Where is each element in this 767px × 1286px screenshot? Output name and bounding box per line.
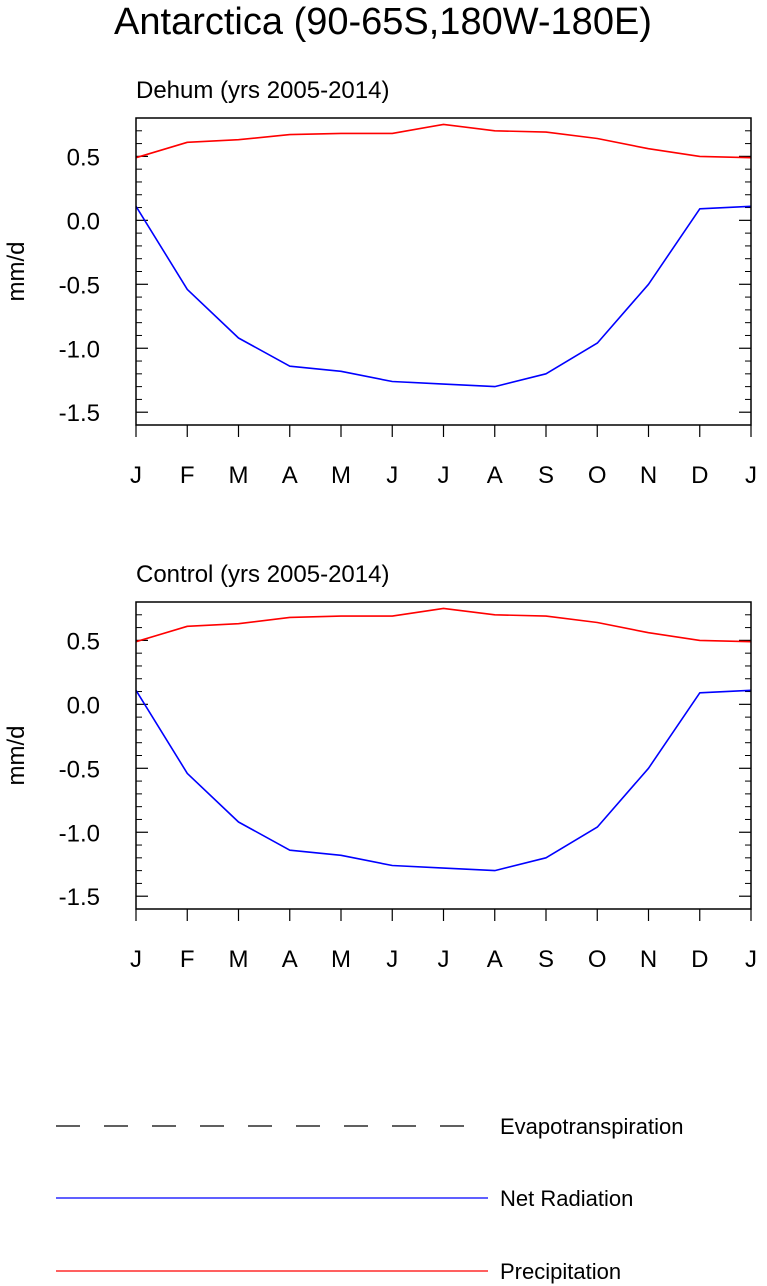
x-tick-label: M [331,946,351,973]
x-tick-label: M [331,462,351,489]
x-tick-label: S [538,462,554,489]
chart-panel-1: Dehum (yrs 2005-2014) mm/d 0.5 0.0 -0.5 -1.0 -… [3,77,757,489]
y-axis-label: mm/d [3,726,30,786]
x-tick-label: D [691,462,708,489]
legend-label: Net Radiation [500,1186,633,1211]
x-tick-label: J [438,946,450,973]
x-tick-label: N [640,946,657,973]
x-tick-label: M [229,946,249,973]
x-tick-label: A [487,462,503,489]
y-tick-label: -0.5 [59,756,100,783]
x-tick-label: J [130,462,142,489]
x-tick-label: F [180,462,195,489]
legend: Evapotranspiration Net Radiation Precipita… [56,1114,683,1284]
panel-title: Dehum (yrs 2005-2014) [136,77,389,104]
plot-frame [135,601,752,910]
plot-frame [135,117,752,426]
chart-panels: Dehum (yrs 2005-2014) mm/d 0.5 0.0 -0.5 -1.0 -… [3,77,757,973]
x-tick-label: O [588,462,607,489]
series-line-precipitation [135,607,752,643]
x-tick-label: J [745,462,757,489]
y-tick-label: 0.0 [67,208,100,235]
x-tick-label: J [386,462,398,489]
x-tick-label: N [640,462,657,489]
panel-title: Control (yrs 2005-2014) [136,561,389,588]
x-tick-label: J [130,946,142,973]
legend-item-net-radiation: Net Radiation [56,1186,633,1211]
x-tick-label: D [691,946,708,973]
y-axis-label: mm/d [3,242,30,302]
legend-item-evapotranspiration: Evapotranspiration [56,1114,683,1139]
legend-item-precipitation: Precipitation [56,1259,621,1284]
y-tick-label: -0.5 [59,272,100,299]
series-line-precipitation [135,123,752,159]
legend-label: Precipitation [500,1259,621,1284]
y-tick-label: 0.0 [67,692,100,719]
x-tick-label: O [588,946,607,973]
chart-panel-2: Control (yrs 2005-2014) mm/d 0.5 0.0 -0.5 -1.… [3,561,757,973]
x-tick-label: A [282,462,298,489]
x-tick-label: A [282,946,298,973]
series-line-net-radiation [135,205,752,388]
x-tick-label: M [229,462,249,489]
legend-label: Evapotranspiration [500,1114,683,1139]
figure-title: Antarctica (90-65S,180W-180E) [114,1,652,43]
y-tick-label: -1.5 [59,884,100,911]
x-tick-label: S [538,946,554,973]
y-tick-label: -1.0 [59,820,100,847]
y-tick-label: 0.5 [67,144,100,171]
x-tick-label: A [487,946,503,973]
series-line-net-radiation [135,689,752,872]
y-tick-label: -1.0 [59,336,100,363]
x-tick-label: J [745,946,757,973]
x-tick-label: J [386,946,398,973]
x-tick-label: F [180,946,195,973]
y-tick-label: -1.5 [59,400,100,427]
y-tick-label: 0.5 [67,628,100,655]
x-tick-label: J [438,462,450,489]
